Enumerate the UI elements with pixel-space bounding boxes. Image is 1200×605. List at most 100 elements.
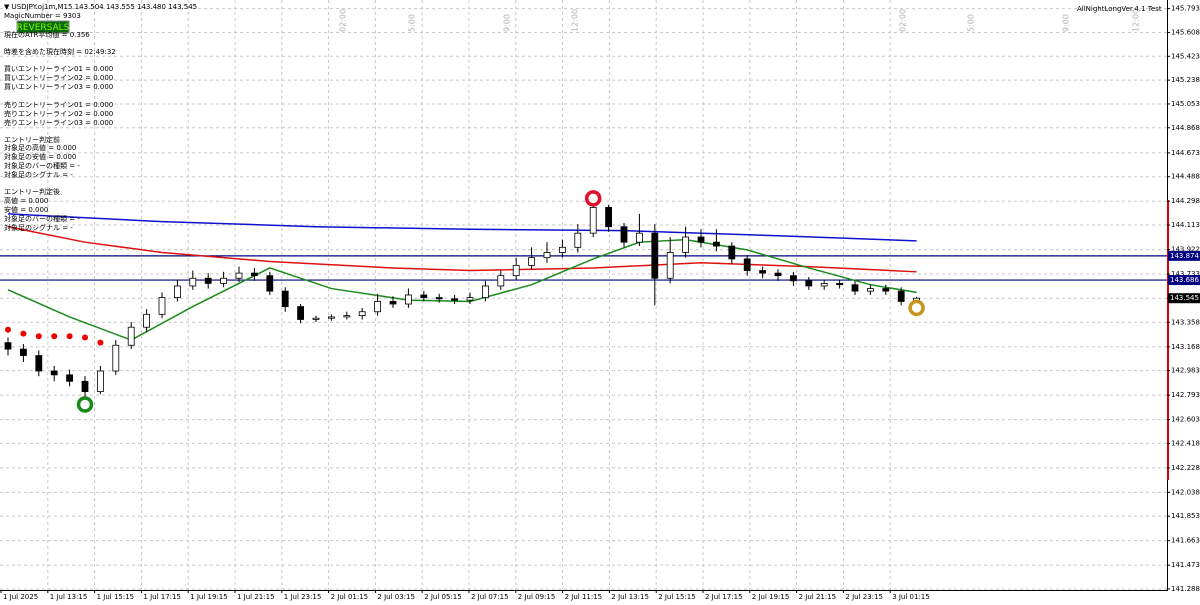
info-line: 対象足のシグナル = - [4, 223, 73, 232]
candle-body [620, 226, 628, 243]
x-tick-label: 2 Jul 13:15 [611, 593, 649, 601]
y-tick-label: 145.053 [1171, 100, 1200, 108]
info-line: 高値 = 0.000 [4, 196, 48, 205]
session-label: 9:00 [503, 14, 512, 32]
candle-body [127, 326, 135, 346]
x-tick-label: 1 Jul 15:15 [97, 593, 135, 601]
candle-body [235, 272, 243, 279]
y-tick-label: 143.922 [1171, 246, 1200, 254]
candle-body [189, 277, 197, 287]
price-axis: 145.793 145.608 145.423 145.238 145.053 144.8… [0, 5, 1200, 601]
session-labels: 02:00 5:00 9:00 12:00 02:00 5:00 9:00 12:00 [339, 9, 1141, 32]
info-panel: ▼ USDJPY.oj1m,M15 143.504 143.555 143.48… [4, 3, 197, 232]
candle-body [759, 270, 766, 274]
y-tick-label: 144.488 [1171, 173, 1200, 181]
candle-body [451, 298, 459, 301]
candle-body [4, 342, 12, 350]
candle-body [543, 252, 551, 259]
signal-dot [51, 333, 58, 340]
info-line: 対象足の高値 = 0.000 [4, 143, 76, 152]
x-tick-label: 2 Jul 11:15 [565, 593, 603, 601]
candle-body [836, 283, 843, 286]
x-tick-label: 2 Jul 01:15 [331, 593, 369, 601]
candle-body [481, 285, 489, 298]
candle-body [805, 280, 813, 287]
y-tick-label: 143.733 [1171, 270, 1200, 278]
y-tick-label: 143.358 [1171, 318, 1200, 326]
candle-body [497, 275, 505, 287]
candle-body [358, 311, 366, 317]
y-tick-label: 141.473 [1171, 561, 1200, 569]
signal-ring [908, 299, 925, 317]
session-label: 02:00 [339, 9, 348, 32]
info-line: 買いエントリーライン02 = 0.000 [4, 74, 113, 82]
reversals-button[interactable] [16, 20, 70, 34]
x-tick-label: 2 Jul 17:15 [705, 593, 743, 601]
candle-body [559, 246, 566, 253]
y-tick-label: 144.868 [1171, 124, 1200, 132]
candle-body [882, 288, 890, 292]
y-tick-label: 142.793 [1171, 391, 1200, 399]
candle-body [528, 257, 535, 266]
candle-body [605, 207, 612, 228]
info-line: 安値 = 0.000 [4, 205, 48, 214]
y-tick-label: 144.673 [1171, 149, 1200, 157]
grid [0, 0, 1167, 590]
candle-body [173, 285, 181, 298]
info-line: 買いエントリーライン03 = 0.000 [4, 83, 113, 91]
x-tick-label: 2 Jul 15:15 [658, 593, 696, 601]
info-line: 売りエントリーライン03 = 0.000 [4, 118, 113, 127]
info-line: 売りエントリーライン01 = 0.000 [4, 100, 113, 109]
session-label: 9:00 [1062, 14, 1071, 32]
y-tick-label: 142.418 [1171, 439, 1200, 447]
candle-body [666, 252, 674, 279]
candle-body [374, 301, 382, 313]
signal-dot [97, 339, 104, 346]
info-line: 売りエントリーライン02 = 0.000 [4, 109, 113, 118]
price-tag [1168, 275, 1200, 286]
moving-average [7, 213, 917, 242]
reversals-label[interactable]: REVERSALS [17, 23, 70, 33]
candle-body [713, 241, 720, 247]
y-tick-label: 145.238 [1171, 76, 1200, 84]
y-tick-label: 141.853 [1171, 512, 1200, 520]
x-tick-label: 1 Jul 19:15 [190, 593, 228, 601]
info-line: 買いエントリーライン01 = 0.000 [4, 65, 113, 73]
signal-dot [5, 326, 11, 333]
info-line: 対象足のシグナル = - [4, 170, 73, 179]
candle-body [281, 290, 289, 307]
current-price-tag [1168, 293, 1200, 304]
y-tick-label: 145.608 [1171, 28, 1200, 36]
y-tick-label: 145.423 [1171, 52, 1200, 60]
candle-body [574, 232, 582, 248]
y-tick-label: 141.663 [1171, 537, 1200, 545]
candle-body [589, 207, 597, 234]
candle-body [867, 288, 874, 292]
candle-body [743, 258, 751, 271]
x-tick-label: 1 Jul 23:15 [284, 593, 322, 601]
candle-body [682, 236, 689, 253]
candle-body [204, 277, 212, 284]
y-tick-label: 142.603 [1171, 416, 1200, 424]
y-tick-label: 145.793 [1171, 5, 1200, 13]
y-tick-label: 144.113 [1171, 221, 1200, 229]
x-tick-label: 1 Jul 13:15 [50, 593, 88, 601]
candle-body [312, 317, 320, 320]
signal-dot [35, 333, 42, 340]
x-tick-label: 2 Jul 03:15 [377, 593, 415, 601]
candle-body [220, 277, 228, 284]
x-tick-label: 2 Jul 21:15 [799, 593, 837, 601]
x-tick-label: 1 Jul 21:15 [237, 593, 275, 601]
candle-body [697, 236, 705, 243]
y-tick-label: 141.288 [1171, 585, 1200, 593]
moving-average [7, 238, 917, 341]
moving-average [7, 225, 917, 273]
candle-body [435, 297, 443, 300]
candle-body [466, 297, 474, 301]
candle-body [50, 370, 58, 376]
candle-body [97, 370, 104, 393]
info-line: エントリー判定後 [4, 187, 60, 196]
magic-number: MagicNumber = 9303 [4, 12, 81, 20]
x-tick-label: 2 Jul 09:15 [518, 593, 556, 601]
